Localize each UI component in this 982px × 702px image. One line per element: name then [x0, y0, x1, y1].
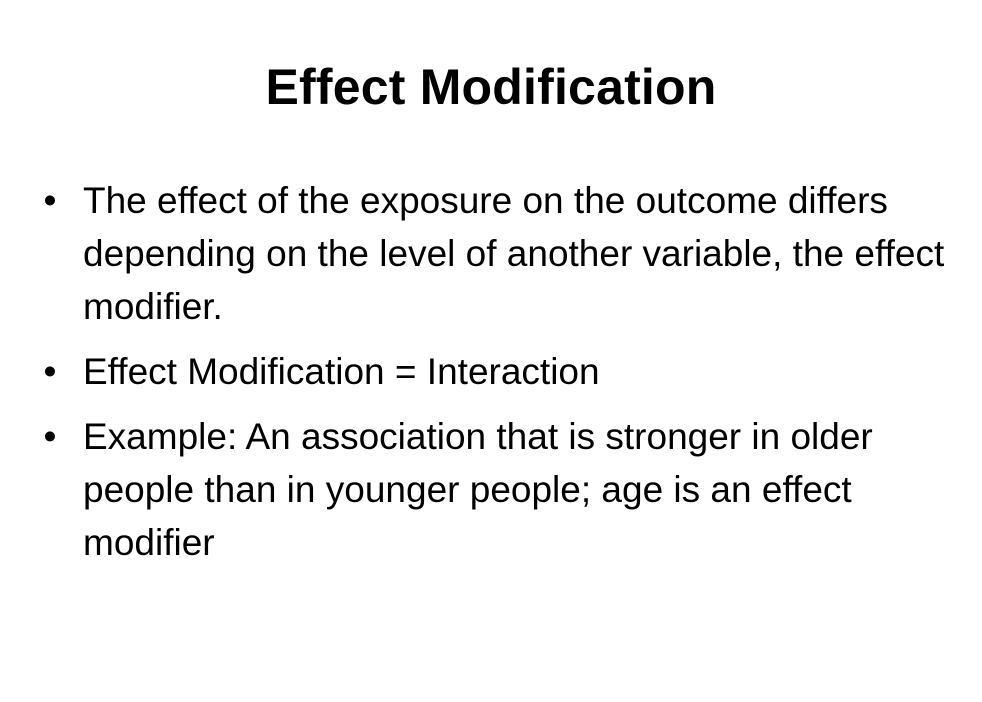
bullet-text: Example: An association that is stronger…	[83, 416, 873, 563]
bullet-text: Effect Modification = Interaction	[83, 351, 600, 392]
bullet-item-example: • Example: An association that is strong…	[40, 410, 950, 569]
bullet-list: • The effect of the exposure on the outc…	[40, 174, 950, 581]
bullet-icon: •	[43, 416, 57, 457]
bullet-text: The effect of the exposure on the outcom…	[83, 180, 945, 327]
bullet-icon: •	[43, 351, 57, 392]
bullet-item-definition: • The effect of the exposure on the outc…	[40, 174, 950, 333]
bullet-item-interaction: • Effect Modification = Interaction	[40, 345, 950, 398]
slide-title: Effect Modification	[265, 59, 717, 115]
bullet-icon: •	[43, 180, 57, 221]
